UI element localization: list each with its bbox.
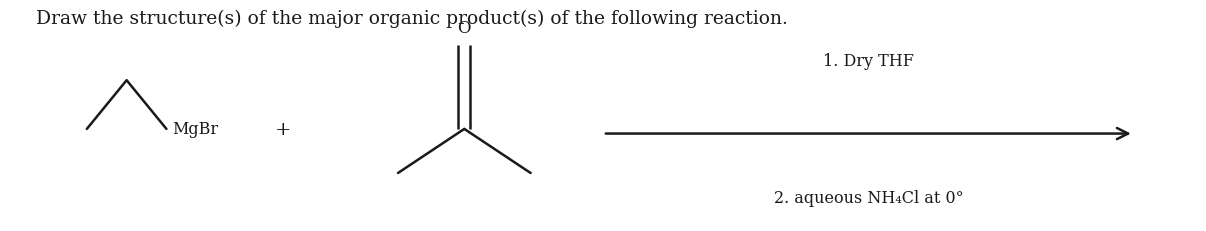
- Text: O: O: [457, 20, 472, 37]
- Text: 1. Dry THF: 1. Dry THF: [822, 52, 914, 69]
- Text: 2. aqueous NH₄Cl at 0°: 2. aqueous NH₄Cl at 0°: [773, 189, 964, 206]
- Text: Draw the structure(s) of the major organic product(s) of the following reaction.: Draw the structure(s) of the major organ…: [36, 9, 788, 27]
- Text: +: +: [275, 120, 292, 138]
- Text: MgBr: MgBr: [172, 121, 218, 138]
